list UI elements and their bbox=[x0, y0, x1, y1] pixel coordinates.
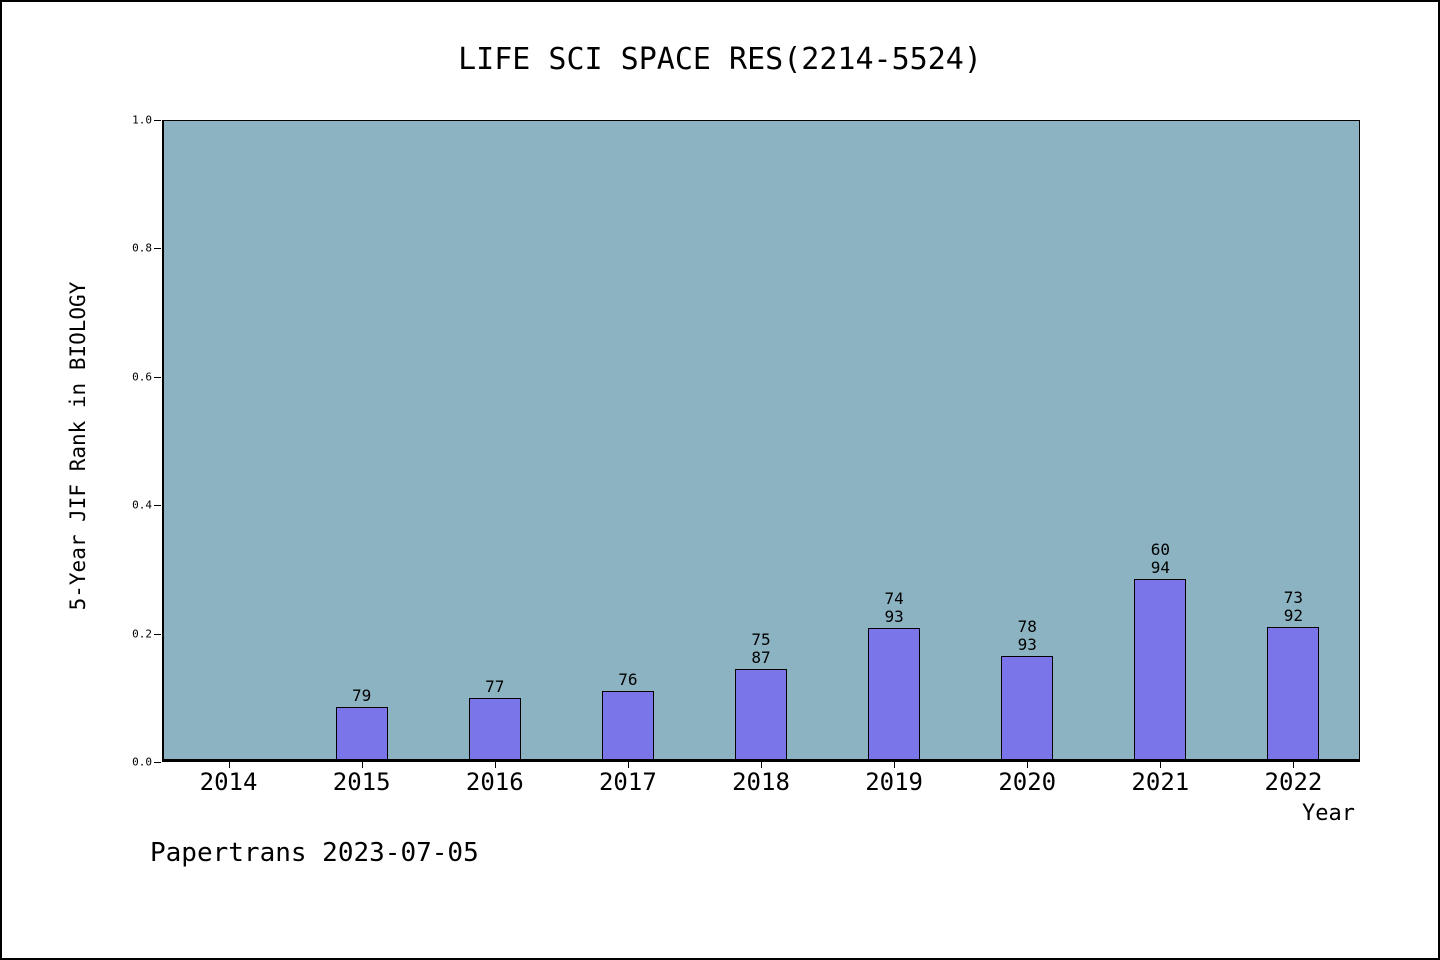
y-tick-label: 0.6 bbox=[132, 370, 152, 384]
x-tick-mark bbox=[894, 762, 896, 768]
bar-value-label: 79 bbox=[352, 685, 372, 705]
y-tick-mark bbox=[154, 762, 161, 763]
x-tick-mark bbox=[1027, 762, 1029, 768]
x-tick-label: 2022 bbox=[1264, 768, 1323, 796]
y-tick-mark bbox=[154, 505, 161, 507]
y-tick-label: 1.0 bbox=[132, 113, 152, 127]
bar-2020 bbox=[1001, 655, 1054, 759]
x-tick-label: 2015 bbox=[332, 768, 391, 796]
x-axis-label: Year bbox=[1302, 801, 1355, 826]
y-tick-mark bbox=[154, 248, 161, 250]
x-tick-label: 2021 bbox=[1131, 768, 1190, 796]
bar-value-label: 60 94 bbox=[1150, 540, 1170, 578]
bar-2015 bbox=[335, 707, 388, 759]
x-tick-mark bbox=[361, 762, 363, 768]
x-tick-mark bbox=[494, 762, 496, 768]
x-tick-mark bbox=[627, 762, 629, 768]
y-tick-mark bbox=[154, 120, 161, 121]
bar-2021 bbox=[1134, 579, 1187, 759]
plot-area bbox=[162, 120, 1360, 762]
x-tick-label: 2017 bbox=[598, 768, 657, 796]
y-tick-mark bbox=[154, 633, 161, 635]
watermark-text: Papertrans 2023-07-05 bbox=[150, 838, 479, 868]
x-tick-label: 2019 bbox=[865, 768, 924, 796]
y-tick-label: 0.0 bbox=[132, 755, 152, 769]
y-tick-label: 0.4 bbox=[132, 498, 152, 512]
y-tick-label: 0.8 bbox=[132, 241, 152, 255]
y-tick-mark bbox=[154, 376, 161, 378]
bar-2022 bbox=[1267, 626, 1320, 759]
bar-2018 bbox=[735, 669, 787, 759]
bar-value-label: 74 93 bbox=[884, 589, 904, 627]
x-tick-label: 2016 bbox=[465, 768, 524, 796]
bar-2019 bbox=[868, 628, 921, 759]
x-tick-label: 2020 bbox=[998, 768, 1057, 796]
bar-value-label: 77 bbox=[485, 677, 505, 696]
x-tick-label: 2018 bbox=[732, 768, 790, 796]
bar-2016 bbox=[468, 698, 521, 759]
bar-value-label: 73 92 bbox=[1283, 587, 1304, 625]
x-tick-label: 2014 bbox=[199, 768, 258, 796]
x-tick-mark bbox=[761, 762, 762, 768]
chart-title: LIFE SCI SPACE RES(2214-5524) bbox=[458, 42, 982, 77]
y-tick-label: 0.2 bbox=[132, 627, 152, 641]
bar-value-label: 75 87 bbox=[751, 630, 771, 668]
bar-2017 bbox=[601, 690, 654, 759]
x-tick-mark bbox=[1293, 762, 1295, 768]
bar-value-label: 78 93 bbox=[1017, 616, 1037, 654]
x-tick-mark bbox=[1160, 762, 1162, 768]
y-axis-label: 5-Year JIF Rank in BIOLOGY bbox=[66, 281, 90, 611]
bar-value-label: 76 bbox=[618, 669, 638, 689]
x-tick-mark bbox=[228, 762, 230, 768]
